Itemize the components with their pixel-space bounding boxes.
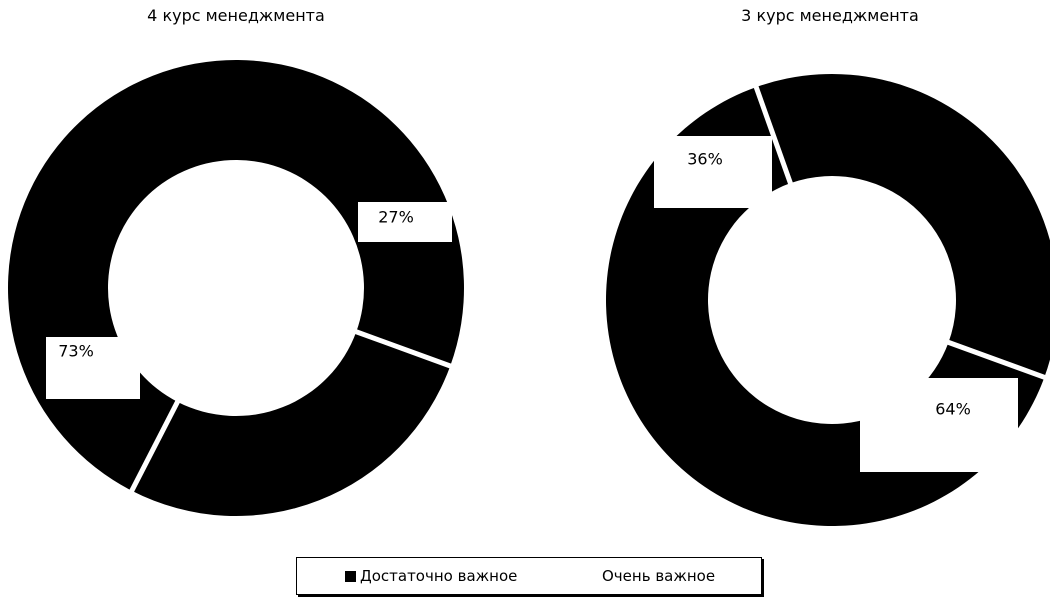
donut-charts: 73% 27% 64% 36% <box>7 59 1050 526</box>
legend-swatch-dostatochno <box>345 570 356 582</box>
slice-separator-4-1 <box>128 398 182 495</box>
data-label-box-4-0 <box>46 337 140 399</box>
chart-legend: Достаточно важное Очень важное <box>296 557 762 595</box>
slice-4-course-ochen <box>131 331 451 516</box>
slice-separator-4-0 <box>352 328 454 370</box>
data-label-box-3-0 <box>860 378 1018 472</box>
legend-entry-dostatochno: Достаточно важное <box>345 567 517 585</box>
data-label-4-course-dostatochno: 73% <box>58 342 94 361</box>
slice-separator-3-1 <box>752 83 794 187</box>
legend-label-dostatochno: Достаточно важное <box>360 567 518 585</box>
data-label-4-course-ochen: 27% <box>378 208 414 227</box>
slice-3-course-ochen <box>756 74 1050 378</box>
chart-title-4-course: 4 курс менеджмента <box>147 6 325 25</box>
data-label-3-course-ochen: 36% <box>687 150 723 169</box>
legend-entry-ochen: Очень важное <box>602 567 715 585</box>
data-label-3-course-dostatochno: 64% <box>935 400 971 419</box>
data-label-box-4-1 <box>358 202 452 242</box>
legend-label-ochen: Очень важное <box>602 567 716 585</box>
chart-title-3-course: 3 курс менеджмента <box>741 6 919 25</box>
data-label-box-3-1 <box>654 136 772 208</box>
slice-separator-3-0 <box>944 339 1049 381</box>
